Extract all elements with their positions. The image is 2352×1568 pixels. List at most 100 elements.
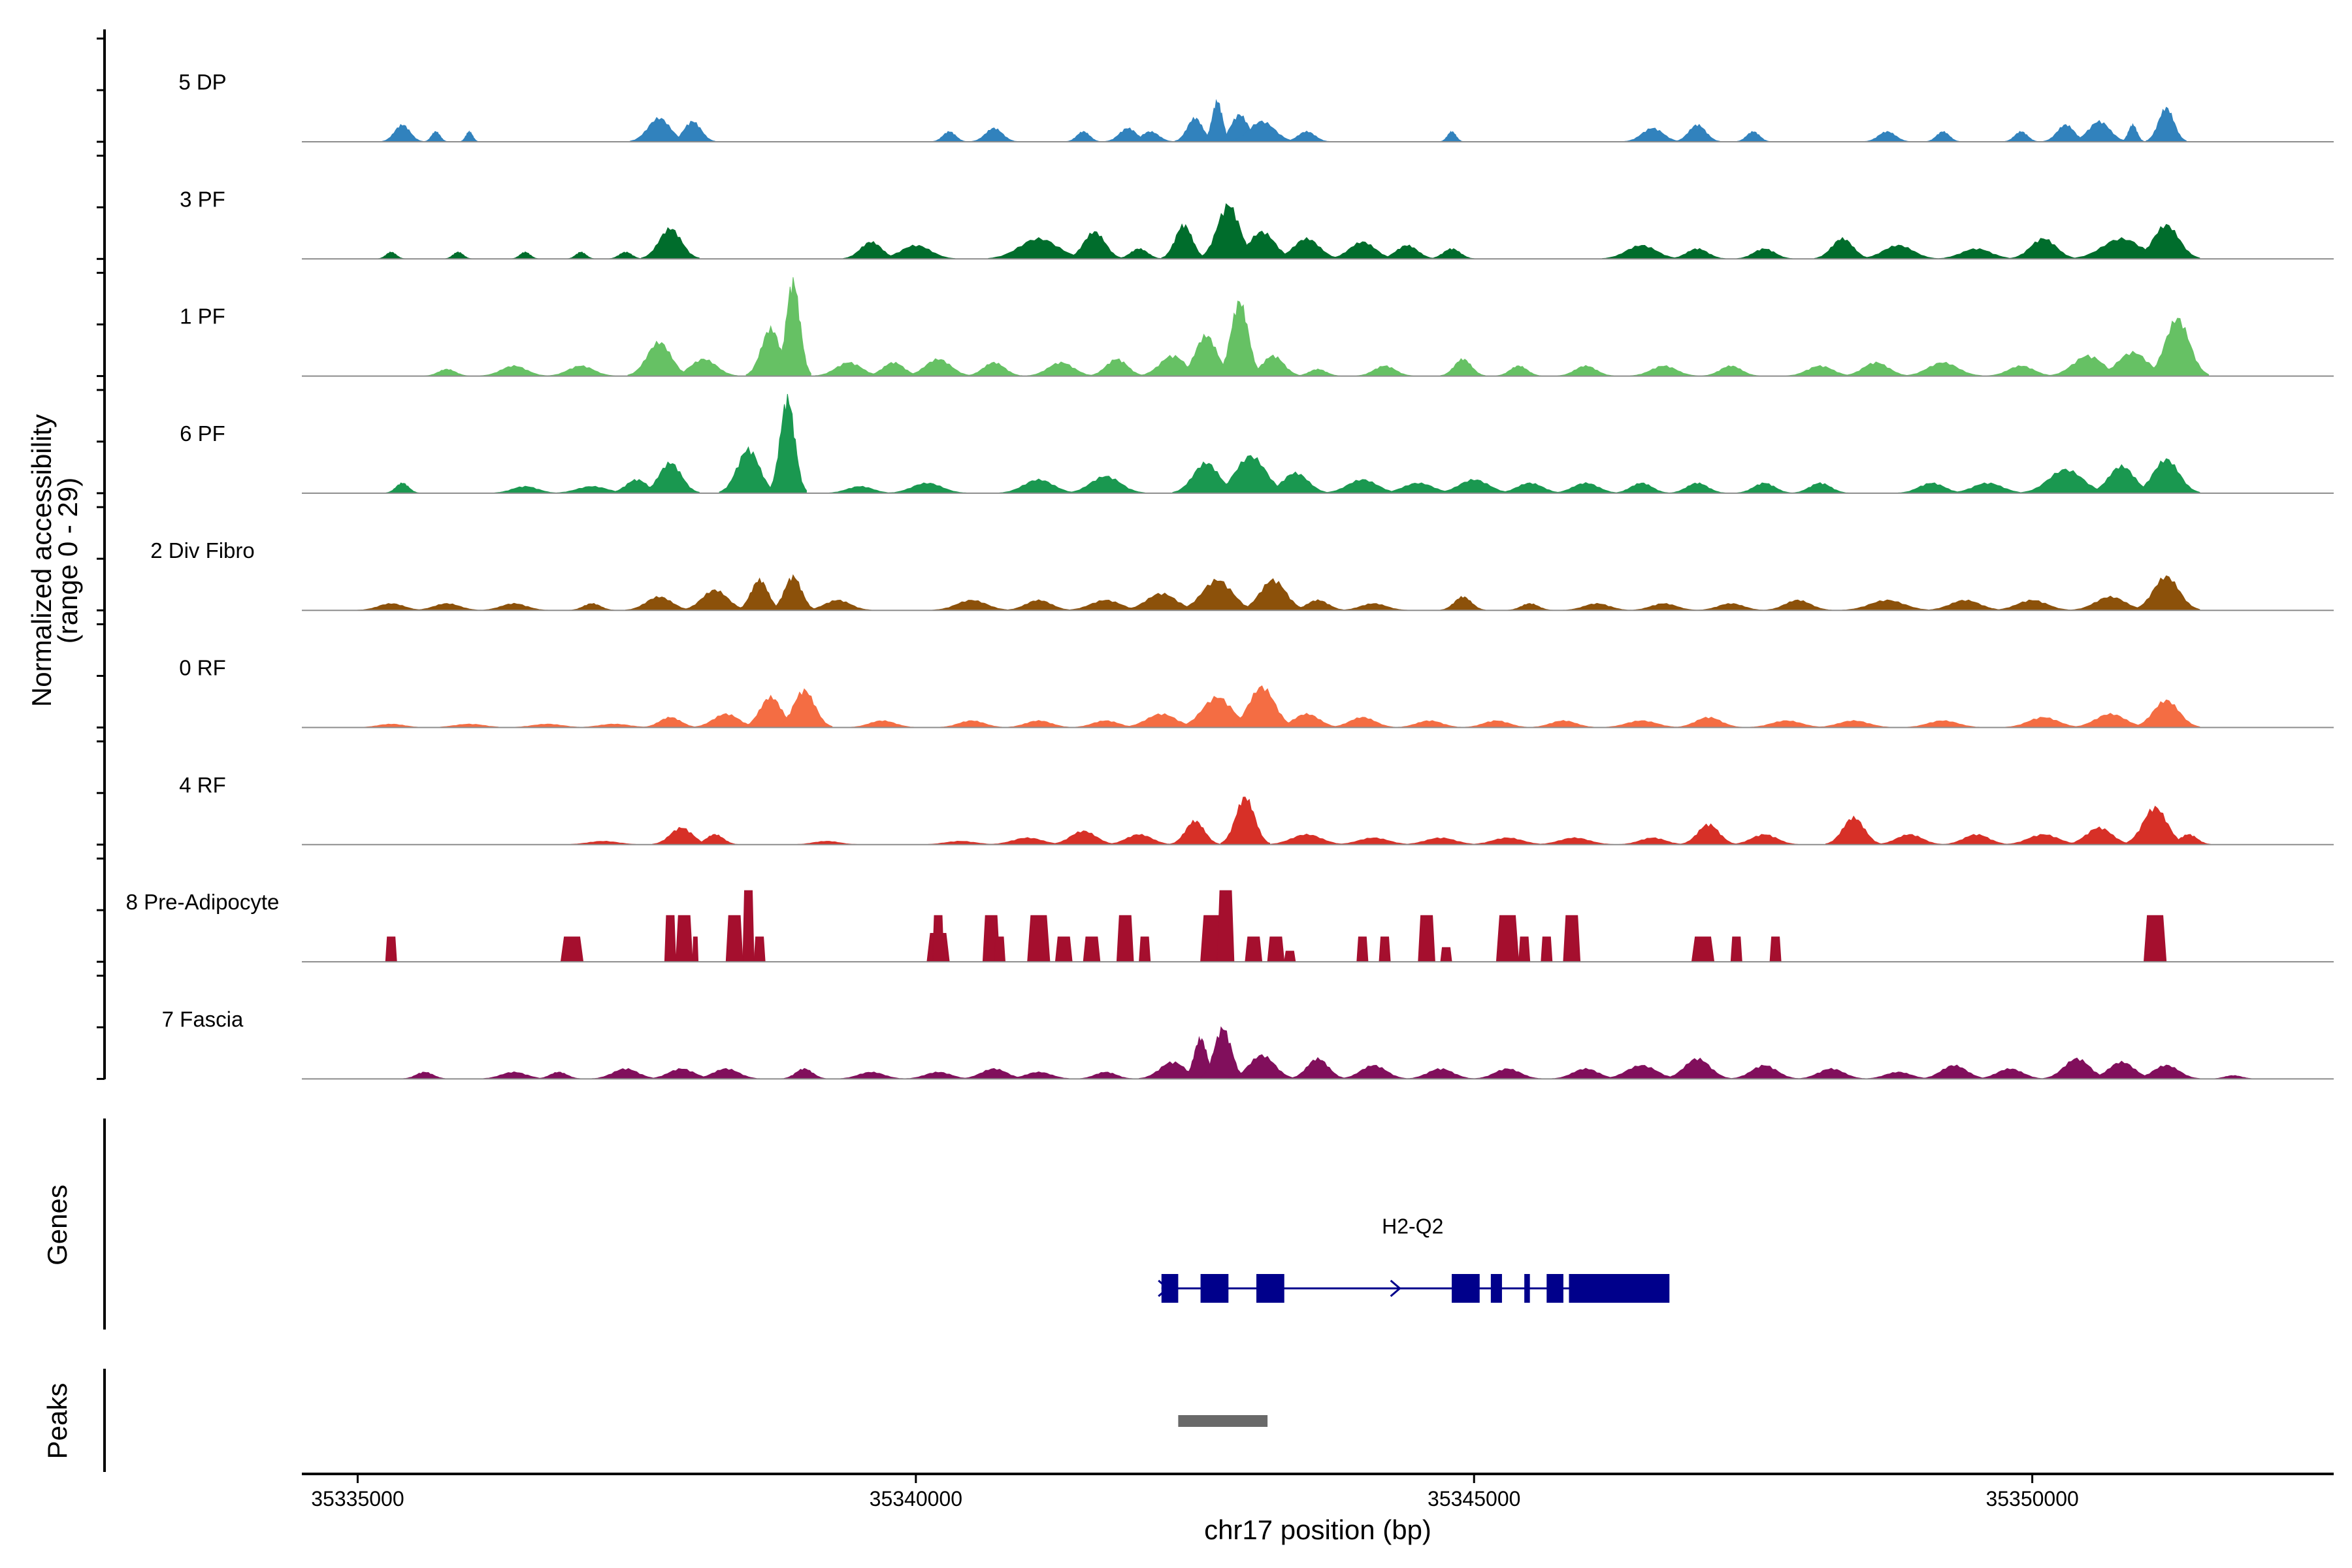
peak: [1440, 131, 1463, 142]
peak: [776, 688, 833, 728]
peak: [2070, 120, 2128, 142]
gene-exon: [1546, 1274, 1563, 1303]
peak: [1993, 599, 2072, 611]
peak: [1128, 131, 1173, 142]
peak: [837, 1071, 906, 1079]
peak: [1088, 358, 1145, 377]
peak: [1462, 720, 1531, 728]
gene-exon: [1256, 1274, 1284, 1303]
peak: [1473, 1068, 1542, 1079]
peak: [1169, 819, 1220, 845]
genes-track: Genes H2-Q2: [42, 1119, 1670, 1330]
peak: [692, 834, 738, 845]
peak: [1936, 248, 2016, 259]
y-axis-accessibility: Normalized accessibility (range 0 - 29): [26, 29, 106, 1080]
peak: [1814, 237, 1871, 259]
peak: [781, 1068, 827, 1079]
peak: [1005, 1071, 1073, 1079]
peak: [770, 574, 816, 611]
peak: [491, 485, 559, 494]
signal-bar: [1518, 936, 1531, 962]
peak: [1736, 248, 1793, 259]
signal-bar: [1054, 936, 1073, 962]
peak: [2166, 834, 2212, 845]
peak: [2004, 131, 2038, 142]
y-axis-subtitle: (range 0 - 29): [52, 478, 83, 644]
peak: [826, 485, 894, 494]
accessibility-tracks: 5 DP 3 PF 1 PF 6 PF 2 Div Fibro 0 RF 4 RF 8 Pre…: [126, 70, 2334, 1080]
peak: [1116, 248, 1162, 259]
peak: [1005, 720, 1073, 728]
peak: [536, 1071, 581, 1079]
peak: [2132, 575, 2200, 611]
signal-bar: [1769, 936, 1782, 962]
peak: [382, 123, 423, 142]
peak: [480, 602, 548, 611]
peaks-track-title: Peaks: [42, 1383, 73, 1460]
peak: [357, 603, 425, 611]
peak: [511, 251, 539, 259]
peak: [1339, 1064, 1408, 1079]
signal-bar: [753, 936, 766, 962]
peak: [1429, 248, 1475, 259]
peak: [1323, 479, 1402, 494]
peak: [2004, 717, 2083, 728]
peak: [1842, 361, 1910, 377]
peak: [1228, 685, 1296, 728]
track-4-rf: 4 RF: [179, 773, 2334, 845]
peak: [1859, 244, 1938, 259]
peak: [1736, 131, 1771, 142]
peak: [1730, 1064, 1799, 1079]
strand-arrow-icon: [1390, 1279, 1401, 1298]
peak: [966, 361, 1022, 377]
peak: [2132, 458, 2200, 494]
peak: [1747, 720, 1826, 728]
peak: [1027, 361, 1095, 377]
peak: [641, 227, 700, 259]
peak: [1925, 131, 1961, 142]
peak: [848, 720, 917, 728]
signal-bar: [1541, 936, 1553, 962]
peak: [1864, 131, 1910, 142]
peak: [1703, 365, 1759, 377]
peak: [1602, 720, 1681, 728]
peak: [999, 478, 1079, 494]
peak: [1379, 244, 1435, 259]
peak: [642, 717, 699, 728]
peak: [1267, 833, 1347, 845]
peak: [1535, 837, 1614, 845]
signal-bar: [725, 915, 743, 962]
peak: [775, 277, 811, 377]
peak: [1898, 482, 1966, 494]
peak: [719, 446, 778, 494]
peak: [932, 131, 967, 142]
x-tick-label: 35350000: [1985, 1487, 2078, 1511]
peak: [1434, 479, 1514, 494]
peak: [1602, 1065, 1681, 1079]
signal-bar: [1356, 936, 1369, 962]
peak: [1440, 596, 1486, 611]
peak: [1495, 365, 1542, 377]
signal-bar: [1284, 951, 1296, 962]
x-tick-label: 35335000: [311, 1487, 404, 1511]
track-label: 1 PF: [180, 304, 225, 329]
signal-bar: [1245, 936, 1263, 962]
peak: [1289, 1056, 1347, 1079]
peak: [1273, 237, 1341, 259]
signal-bar: [1563, 915, 1581, 962]
peak: [1825, 815, 1882, 845]
peak: [424, 368, 470, 377]
peak: [1295, 368, 1341, 377]
track-label: 2 Div Fibro: [150, 538, 255, 563]
peak: [1334, 837, 1413, 845]
x-axis: 35335000 35340000 35345000 35350000 chr17 p…: [302, 1473, 2334, 1545]
peak: [804, 599, 872, 611]
peak: [1563, 602, 1631, 611]
peak: [1262, 471, 1330, 494]
signal-bar: [1217, 890, 1235, 962]
peak: [569, 603, 615, 611]
peak: [904, 1071, 972, 1079]
peak: [1987, 365, 2055, 377]
peak: [1396, 720, 1463, 728]
peak: [1663, 1057, 1731, 1079]
